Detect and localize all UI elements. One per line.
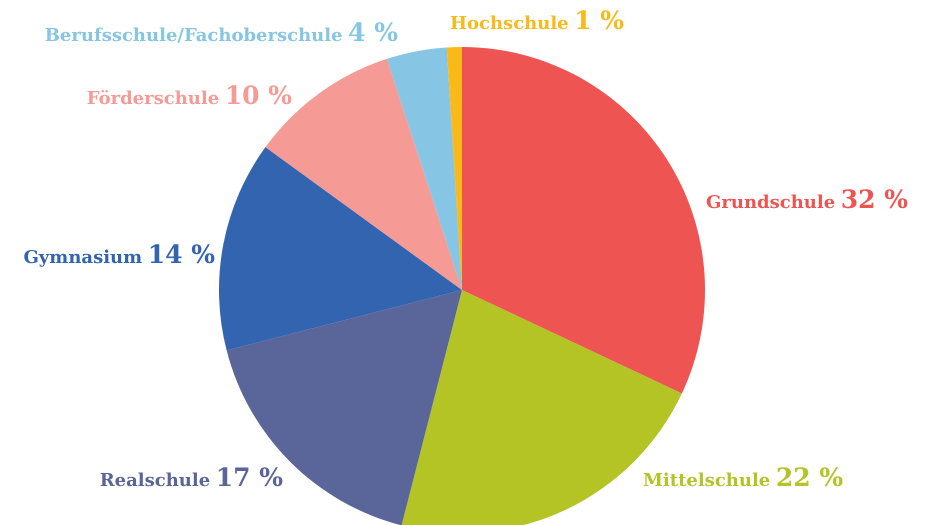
- slice-label: Hochschule 1 %: [450, 6, 624, 35]
- category-label: Grundschule: [706, 192, 835, 213]
- category-label: Hochschule: [450, 13, 569, 34]
- pie-slice: [401, 290, 682, 525]
- pie-slice: [462, 47, 705, 394]
- slice-label: Gymnasium 14 %: [23, 240, 215, 269]
- pie-slice: [446, 47, 462, 290]
- value-label: 32 %: [841, 185, 908, 214]
- pie-slice: [386, 47, 462, 290]
- pie-slice: [265, 58, 462, 290]
- pie-slice: [219, 147, 462, 351]
- value-label: 10 %: [225, 81, 292, 110]
- value-label: 22 %: [776, 463, 843, 492]
- slice-label: Grundschule 32 %: [706, 185, 908, 214]
- slice-label: Berufsschule/Fachoberschule 4 %: [45, 18, 399, 47]
- value-label: 14 %: [148, 240, 215, 269]
- value-label: 4 %: [348, 18, 398, 47]
- slice-label: Realschule 17 %: [100, 463, 284, 492]
- category-label: Realschule: [100, 470, 210, 491]
- value-label: 1 %: [574, 6, 624, 35]
- slice-label: Förderschule 10 %: [87, 81, 292, 110]
- slice-label: Mittelschule 22 %: [643, 463, 843, 492]
- category-label: Mittelschule: [643, 470, 770, 491]
- pie-slice: [226, 290, 462, 525]
- value-label: 17 %: [216, 463, 283, 492]
- category-label: Berufsschule/Fachoberschule: [45, 25, 343, 46]
- category-label: Gymnasium: [23, 247, 142, 268]
- category-label: Förderschule: [87, 88, 219, 109]
